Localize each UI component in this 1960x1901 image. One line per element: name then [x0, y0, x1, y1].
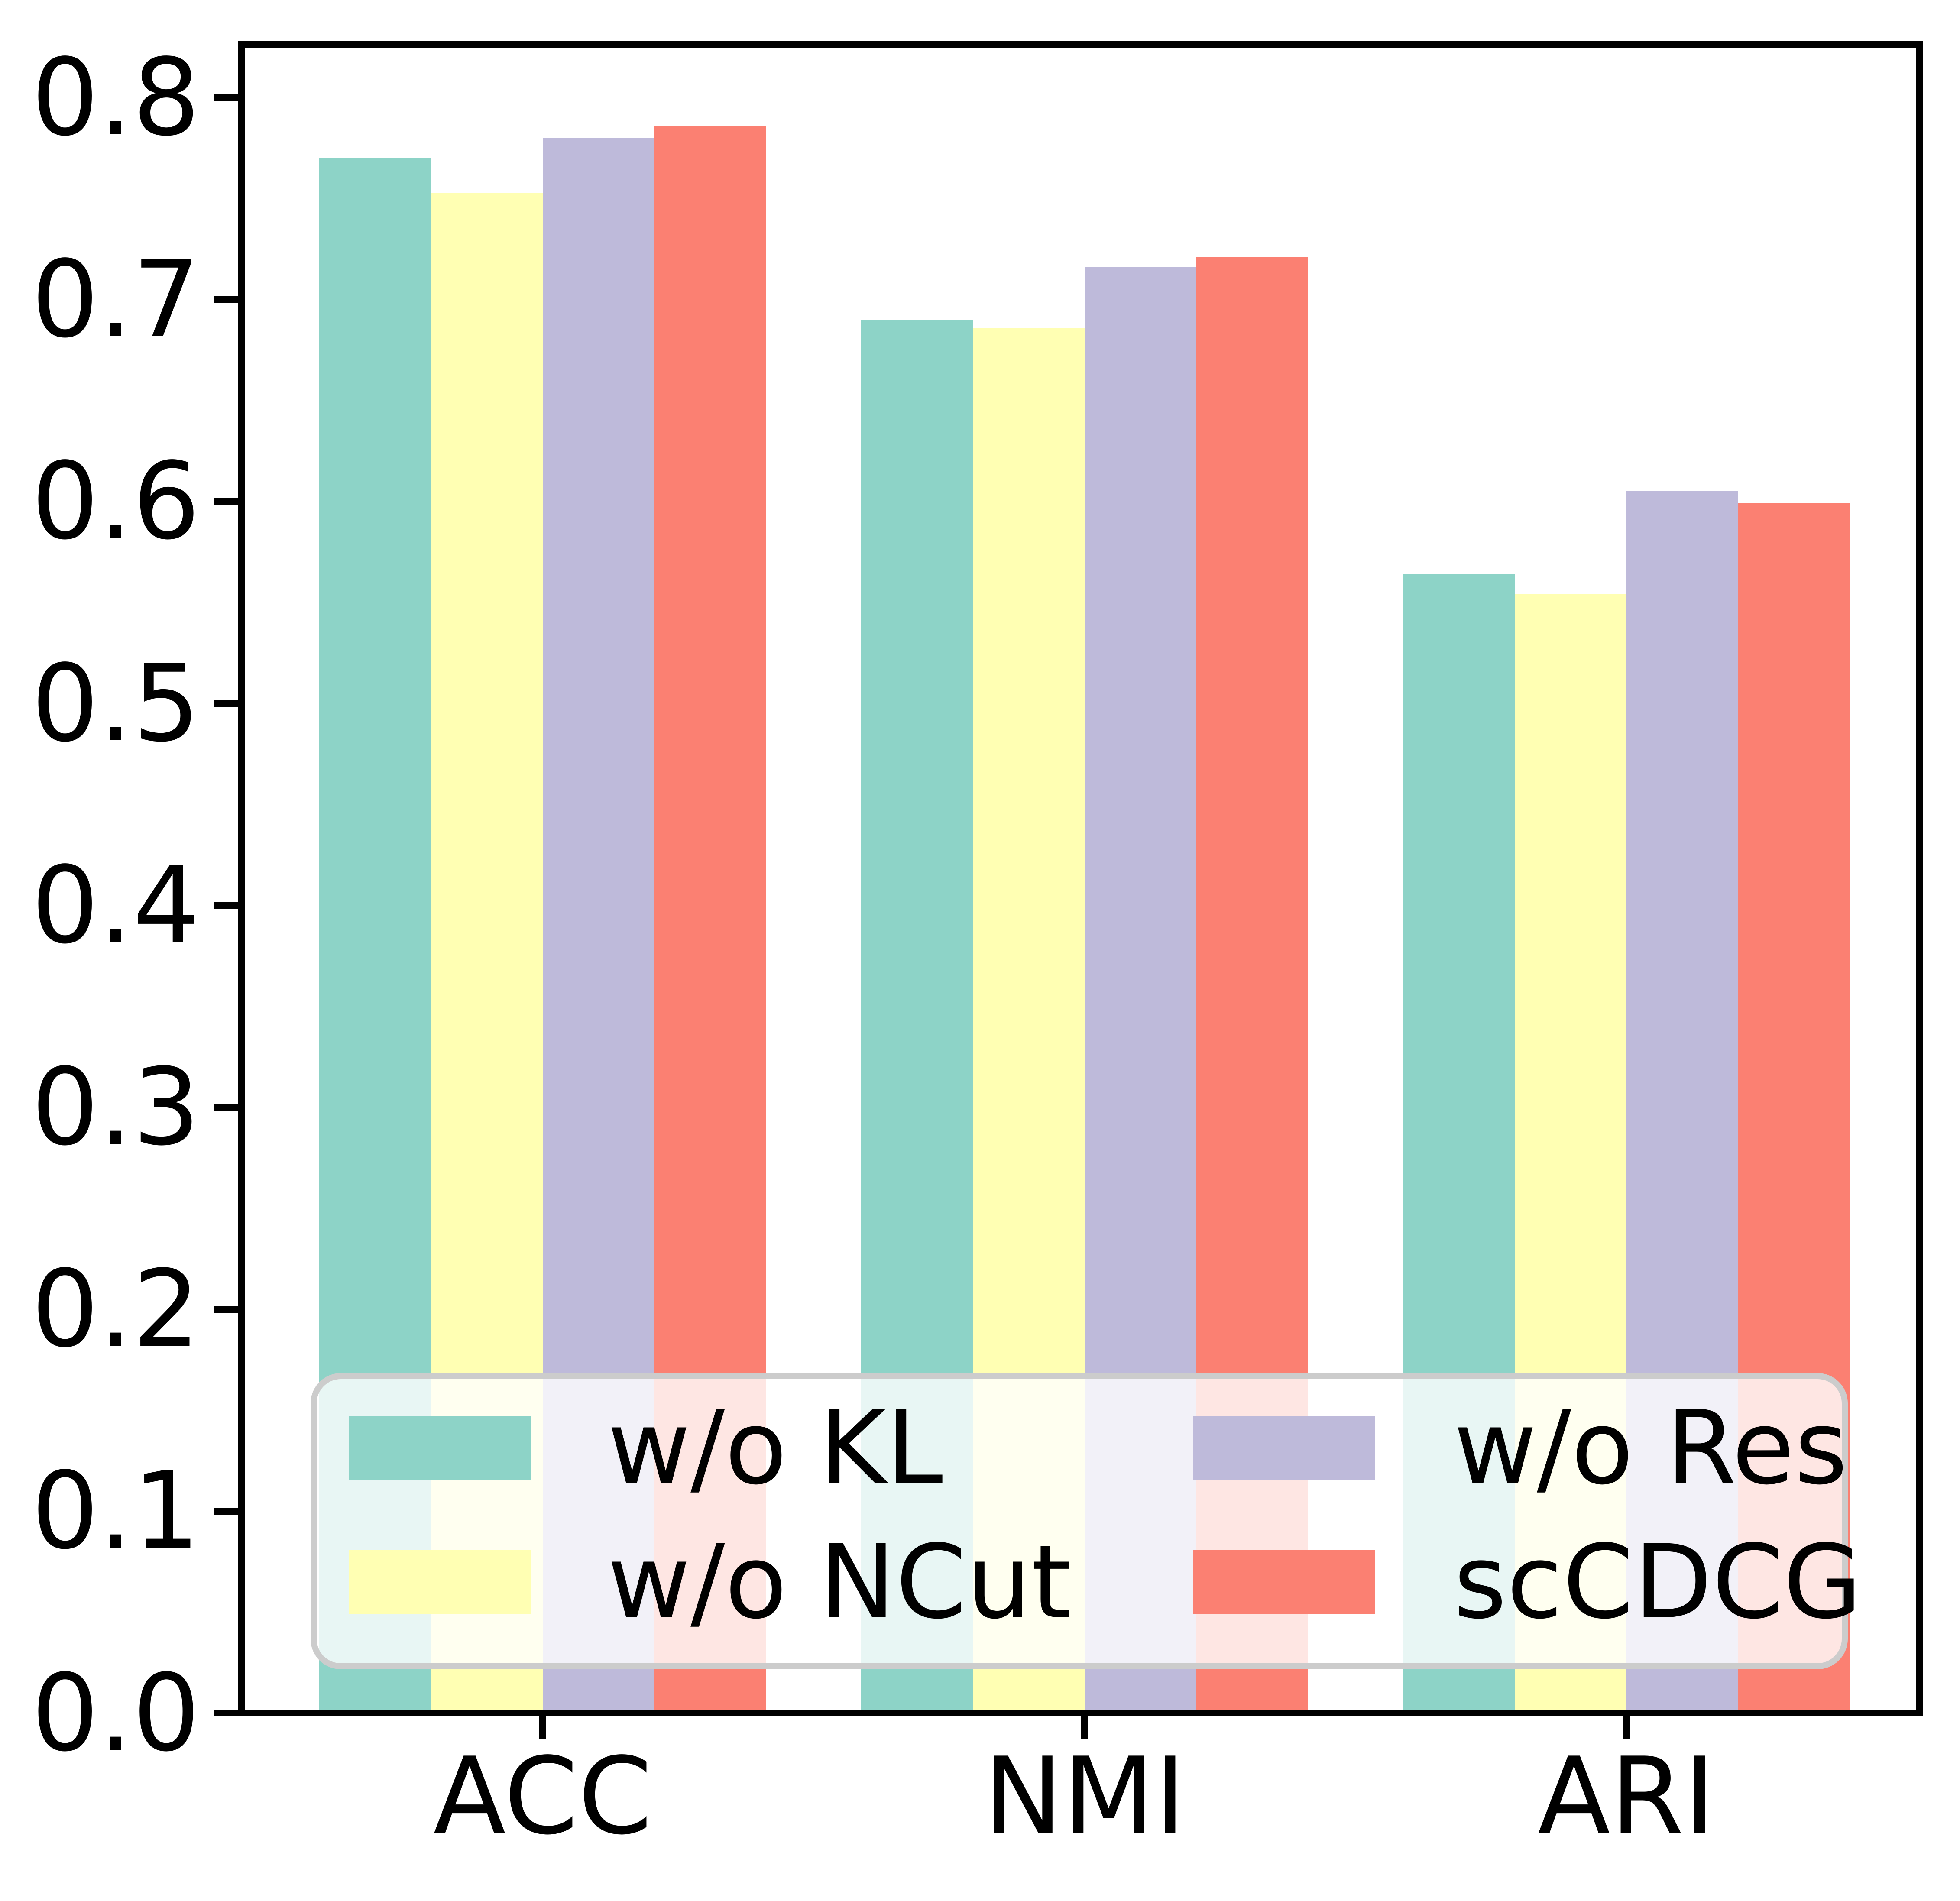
- x-tick-label-nmi: NMI: [983, 1735, 1186, 1858]
- legend-label-w-o-res: w/o Res: [1454, 1389, 1848, 1507]
- y-tick-mark-0.7: [214, 296, 238, 303]
- legend-label-w-o-ncut: w/o NCut: [607, 1523, 1071, 1642]
- x-tick-mark-ari: [1623, 1716, 1630, 1739]
- y-tick-label-0.4: 0.4: [31, 843, 200, 967]
- y-tick-mark-0.2: [214, 1305, 238, 1313]
- y-tick-mark-0.6: [214, 498, 238, 505]
- y-tick-label-0.3: 0.3: [31, 1045, 200, 1169]
- y-tick-label-0.1: 0.1: [31, 1449, 200, 1573]
- y-tick-mark-0.1: [214, 1507, 238, 1515]
- x-tick-mark-acc: [539, 1716, 546, 1739]
- y-tick-label-0.5: 0.5: [31, 641, 200, 765]
- y-tick-mark-0.5: [214, 700, 238, 707]
- x-tick-label-ari: ARI: [1537, 1735, 1716, 1858]
- y-tick-mark-0.8: [214, 94, 238, 101]
- x-tick-mark-nmi: [1081, 1716, 1088, 1739]
- legend-swatch-w-o-res: [1193, 1416, 1375, 1480]
- y-tick-label-0.0: 0.0: [31, 1651, 200, 1775]
- y-tick-mark-0.0: [214, 1710, 238, 1716]
- legend-label-sccdcg: scCDCG: [1454, 1523, 1862, 1642]
- y-tick-mark-0.4: [214, 902, 238, 909]
- y-tick-label-0.2: 0.2: [31, 1247, 200, 1371]
- y-tick-mark-0.3: [214, 1104, 238, 1111]
- y-tick-label-0.8: 0.8: [31, 36, 200, 159]
- legend-swatch-w-o-kl: [349, 1416, 531, 1480]
- legend-swatch-sccdcg: [1193, 1550, 1375, 1614]
- x-tick-label-acc: ACC: [433, 1735, 652, 1858]
- y-tick-label-0.6: 0.6: [31, 440, 200, 563]
- legend: w/o KL w/o NCut w/o Res scCDCG: [311, 1373, 1862, 1669]
- y-tick-label-0.7: 0.7: [31, 238, 200, 362]
- legend-label-w-o-kl: w/o KL: [607, 1389, 943, 1507]
- legend-swatch-w-o-ncut: [349, 1550, 531, 1614]
